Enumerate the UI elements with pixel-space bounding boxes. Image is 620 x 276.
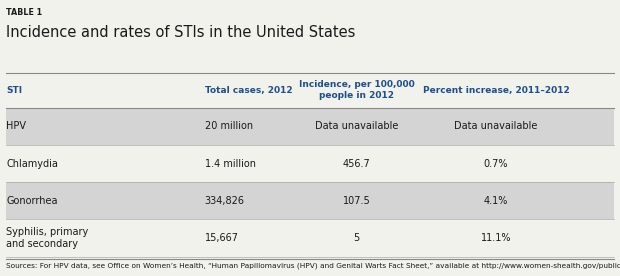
Text: STI: STI bbox=[6, 86, 22, 95]
Text: Data unavailable: Data unavailable bbox=[454, 121, 538, 131]
Text: 15,667: 15,667 bbox=[205, 233, 239, 243]
Text: Incidence and rates of STIs in the United States: Incidence and rates of STIs in the Unite… bbox=[6, 25, 356, 40]
Text: HPV: HPV bbox=[6, 121, 26, 131]
Text: TABLE 1: TABLE 1 bbox=[6, 8, 42, 17]
Text: Incidence, per 100,000
people in 2012: Incidence, per 100,000 people in 2012 bbox=[299, 80, 414, 100]
Text: 20 million: 20 million bbox=[205, 121, 253, 131]
Text: Syphilis, primary
and secondary: Syphilis, primary and secondary bbox=[6, 227, 89, 249]
Text: 334,826: 334,826 bbox=[205, 196, 245, 206]
Text: Sources: For HPV data, see Office on Women’s Health, “Human Papillomavirus (HPV): Sources: For HPV data, see Office on Wom… bbox=[6, 262, 620, 269]
Text: Percent increase, 2011–2012: Percent increase, 2011–2012 bbox=[423, 86, 569, 95]
Text: Chlamydia: Chlamydia bbox=[6, 158, 58, 169]
Text: 1.4 million: 1.4 million bbox=[205, 158, 255, 169]
Text: 107.5: 107.5 bbox=[343, 196, 370, 206]
Text: Data unavailable: Data unavailable bbox=[315, 121, 398, 131]
Text: Gonorrhea: Gonorrhea bbox=[6, 196, 58, 206]
Text: 5: 5 bbox=[353, 233, 360, 243]
Bar bbox=[6, 108, 614, 145]
Text: 4.1%: 4.1% bbox=[484, 196, 508, 206]
Text: Total cases, 2012: Total cases, 2012 bbox=[205, 86, 292, 95]
Text: 11.1%: 11.1% bbox=[480, 233, 511, 243]
Text: 456.7: 456.7 bbox=[343, 158, 370, 169]
Text: 0.7%: 0.7% bbox=[484, 158, 508, 169]
Bar bbox=[6, 182, 614, 219]
